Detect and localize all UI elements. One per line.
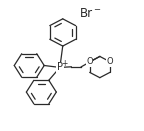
Text: +: + bbox=[61, 59, 67, 68]
Text: Br: Br bbox=[80, 7, 93, 20]
Text: −: − bbox=[93, 5, 101, 14]
Text: O: O bbox=[86, 57, 93, 66]
Text: P: P bbox=[57, 62, 63, 72]
Text: O: O bbox=[107, 57, 113, 66]
